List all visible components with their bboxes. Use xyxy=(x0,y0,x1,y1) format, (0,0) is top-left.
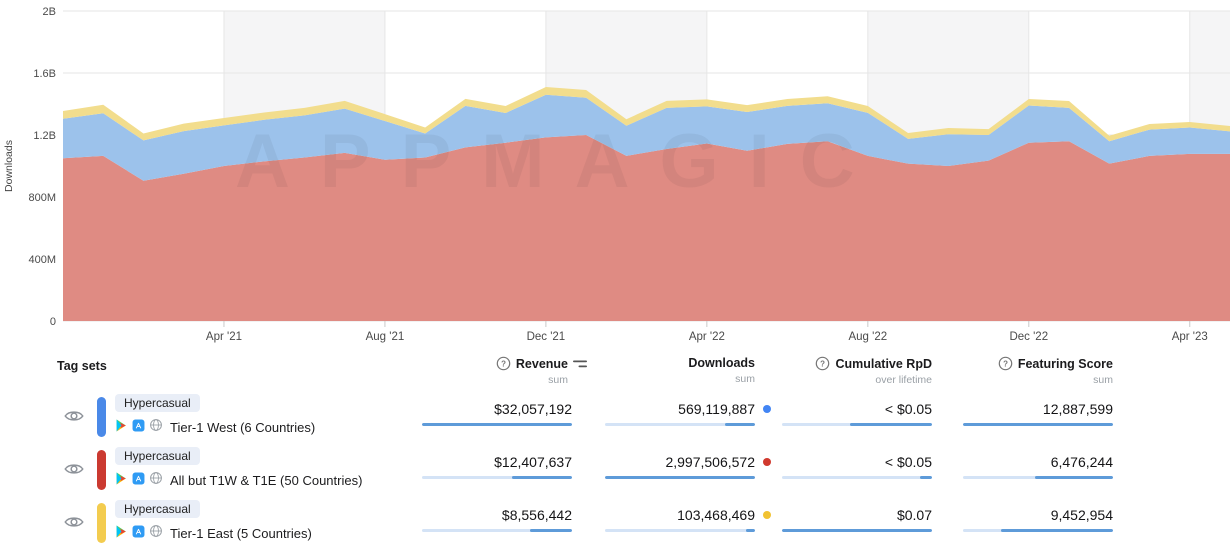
rpd-bar xyxy=(782,423,932,426)
downloads-bar xyxy=(605,476,755,479)
x-tick-label: Apr '22 xyxy=(689,331,725,343)
globe-icon xyxy=(149,418,163,437)
downloads-column-header[interactable]: Downloads sum xyxy=(688,356,755,385)
area-series xyxy=(63,135,1230,321)
app-store-icon xyxy=(132,472,145,490)
downloads-bar xyxy=(605,423,755,426)
cumulative-rpd-cell: < $0.05 xyxy=(782,401,932,426)
series-dot xyxy=(763,458,771,466)
revenue-cell: $12,407,637 xyxy=(422,454,572,479)
x-tick-label: Aug '22 xyxy=(848,331,887,343)
y-axis-label: Downloads xyxy=(3,140,15,192)
featuring-score-column-header[interactable]: ? Featuring Score sum xyxy=(998,356,1113,386)
featuring-bar xyxy=(963,529,1113,532)
cumulative-rpd-cell: $0.07 xyxy=(782,507,932,532)
tag-chip[interactable]: Hypercasual xyxy=(115,500,200,518)
revenue-bar xyxy=(422,476,572,479)
cumulative-rpd-column-header[interactable]: ? Cumulative RpD over lifetime xyxy=(815,356,932,386)
rpd-bar xyxy=(782,529,932,532)
tag-set-label: All but T1W & T1E (50 Countries) xyxy=(170,473,363,488)
help-icon[interactable]: ? xyxy=(998,356,1013,371)
series-color-pill xyxy=(97,397,106,437)
revenue-sub-label: sum xyxy=(548,374,568,386)
downloads-cell: 2,997,506,572 xyxy=(605,454,771,479)
google-play-icon xyxy=(115,419,128,437)
revenue-bar xyxy=(422,423,572,426)
eye-icon[interactable] xyxy=(64,461,84,477)
downloads-sub-label: sum xyxy=(735,373,755,385)
series-color-pill xyxy=(97,503,106,543)
tag-set-label: Tier-1 East (5 Countries) xyxy=(170,526,312,541)
tag-sets-header: Tag sets xyxy=(57,359,107,373)
svg-text:?: ? xyxy=(501,359,506,368)
app-store-icon xyxy=(132,525,145,543)
tag-chip[interactable]: Hypercasual xyxy=(115,447,200,465)
downloads-cell: 569,119,887 xyxy=(605,401,771,426)
tag-set-row[interactable]: Hypercasual Tier-1 West (6 Countries) $3… xyxy=(0,392,1230,440)
cumulative-rpd-label: Cumulative RpD xyxy=(835,356,932,371)
tag-set-row[interactable]: Hypercasual All but T1W & T1E (50 Countr… xyxy=(0,445,1230,493)
series-color-pill xyxy=(97,450,106,490)
featuring-score-cell: 9,452,954 xyxy=(963,507,1113,532)
app-store-icon xyxy=(132,419,145,437)
google-play-icon xyxy=(115,472,128,490)
svg-text:?: ? xyxy=(1003,359,1008,368)
y-tick-label: 2B xyxy=(43,6,56,18)
downloads-stacked-area-chart[interactable]: 0 400M 800M 1.2B 1.6B 2B Apr '21 Aug '21 Dec '21… xyxy=(0,0,1230,350)
y-tick-label: 800M xyxy=(28,192,56,204)
area-series xyxy=(63,94,1230,181)
revenue-cell: $32,057,192 xyxy=(422,401,572,426)
google-play-icon xyxy=(115,525,128,543)
eye-icon[interactable] xyxy=(64,514,84,530)
x-tick-label: Apr '21 xyxy=(206,331,242,343)
revenue-cell: $8,556,442 xyxy=(422,507,572,532)
y-tick-label: 1.2B xyxy=(33,130,56,142)
area-series xyxy=(63,86,1230,142)
series-dot xyxy=(763,405,771,413)
svg-text:?: ? xyxy=(821,359,826,368)
tag-set-label: Tier-1 West (6 Countries) xyxy=(170,420,316,435)
featuring-score-cell: 12,887,599 xyxy=(963,401,1113,426)
x-tick-label: Dec '22 xyxy=(1009,331,1048,343)
revenue-label: Revenue xyxy=(515,356,568,371)
featuring-bar xyxy=(963,476,1113,479)
chart-canvas[interactable]: 0 400M 800M 1.2B 1.6B 2B Apr '21 Aug '21 Dec '21… xyxy=(0,0,1230,350)
x-tick-label: Aug '21 xyxy=(366,331,405,343)
downloads-label: Downloads xyxy=(688,356,755,370)
help-icon[interactable]: ? xyxy=(815,356,830,371)
downloads-bar xyxy=(605,529,755,532)
cumulative-rpd-sub-label: over lifetime xyxy=(875,374,932,386)
help-icon[interactable]: ? xyxy=(496,356,511,371)
y-tick-label: 400M xyxy=(28,254,56,266)
featuring-score-cell: 6,476,244 xyxy=(963,454,1113,479)
downloads-cell: 103,468,469 xyxy=(605,507,771,532)
globe-icon xyxy=(149,471,163,490)
globe-icon xyxy=(149,524,163,543)
cumulative-rpd-cell: < $0.05 xyxy=(782,454,932,479)
y-tick-label: 1.6B xyxy=(33,68,56,80)
featuring-bar xyxy=(963,423,1113,426)
revenue-column-header[interactable]: ? Revenue sum xyxy=(496,356,588,386)
tag-set-row[interactable]: Hypercasual Tier-1 East (5 Countries) $8… xyxy=(0,498,1230,546)
x-tick-label: Apr '23 xyxy=(1172,331,1208,343)
featuring-score-label: Featuring Score xyxy=(1017,356,1113,371)
revenue-bar xyxy=(422,529,572,532)
x-tick-label: Dec '21 xyxy=(527,331,566,343)
sort-icon[interactable] xyxy=(573,358,588,370)
rpd-bar xyxy=(782,476,932,479)
series-dot xyxy=(763,511,771,519)
y-tick-label: 0 xyxy=(50,316,56,328)
eye-icon[interactable] xyxy=(64,408,84,424)
featuring-score-sub-label: sum xyxy=(1093,374,1113,386)
tag-chip[interactable]: Hypercasual xyxy=(115,394,200,412)
